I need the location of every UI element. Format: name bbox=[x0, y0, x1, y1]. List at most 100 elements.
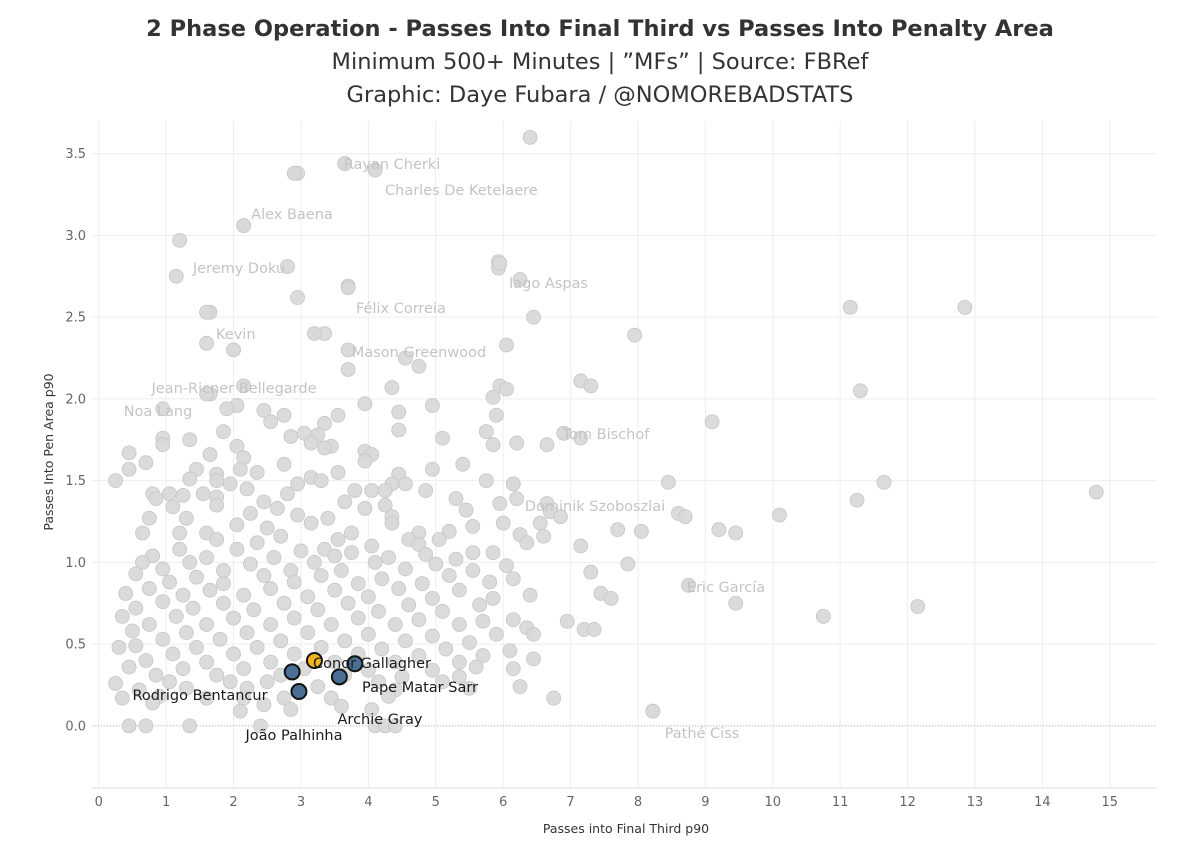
chart-title-line-2: Minimum 500+ Minutes | ”MFs” | Source: F… bbox=[331, 49, 869, 75]
data-point bbox=[431, 532, 447, 547]
data-point bbox=[502, 643, 518, 659]
data-point bbox=[435, 604, 450, 619]
data-point bbox=[323, 617, 339, 632]
data-point bbox=[391, 581, 407, 596]
data-point bbox=[772, 507, 787, 523]
data-point bbox=[333, 698, 349, 714]
data-point bbox=[303, 515, 319, 531]
data-point bbox=[512, 679, 528, 695]
data-point bbox=[148, 491, 164, 507]
data-point bbox=[219, 401, 235, 417]
data-point bbox=[327, 582, 343, 598]
data-point bbox=[243, 556, 258, 572]
data-point bbox=[364, 702, 380, 717]
data-point bbox=[485, 545, 501, 560]
data-point bbox=[424, 590, 440, 606]
data-point bbox=[424, 398, 440, 413]
data-point bbox=[293, 543, 309, 559]
data-point bbox=[660, 474, 676, 490]
data-point bbox=[118, 586, 134, 601]
data-point bbox=[114, 608, 130, 624]
data-point bbox=[340, 342, 356, 358]
data-point bbox=[199, 617, 214, 632]
data-point bbox=[185, 600, 201, 616]
labeled-data-point bbox=[199, 304, 214, 320]
data-point bbox=[168, 608, 184, 624]
labeled-data-point bbox=[367, 162, 383, 178]
data-point bbox=[317, 440, 332, 456]
data-point bbox=[475, 648, 491, 663]
x-tick-label: 2 bbox=[229, 795, 237, 810]
labeled-data-point bbox=[645, 703, 661, 719]
data-point bbox=[330, 532, 346, 547]
background-point-label: Charles De Ketelaere bbox=[385, 183, 538, 199]
data-point bbox=[957, 299, 973, 315]
data-point bbox=[216, 595, 231, 611]
data-point bbox=[377, 497, 393, 513]
data-point bbox=[381, 689, 396, 704]
data-point bbox=[398, 633, 413, 649]
labeled-data-point bbox=[681, 577, 696, 593]
data-point bbox=[438, 641, 454, 657]
background-point-label: Tom Bischof bbox=[562, 427, 651, 443]
data-point bbox=[165, 499, 181, 515]
data-point bbox=[155, 594, 171, 610]
data-point bbox=[424, 461, 440, 477]
data-point bbox=[532, 515, 548, 531]
labeled-data-point bbox=[340, 280, 356, 296]
chart-title-line-3: Graphic: Daye Fubara / @NOMOREBADSTATS bbox=[346, 82, 854, 108]
data-point bbox=[374, 641, 390, 657]
data-point bbox=[842, 299, 858, 315]
data-point bbox=[128, 638, 144, 654]
data-point bbox=[512, 272, 528, 287]
data-point bbox=[121, 718, 137, 734]
data-point bbox=[546, 690, 562, 706]
data-point bbox=[468, 659, 484, 675]
data-point bbox=[111, 640, 127, 655]
highlight-labels: Conor Gallagher Pape Matar Sarr Rodrigo Be… bbox=[132, 656, 478, 744]
data-point bbox=[411, 612, 427, 628]
data-point bbox=[539, 437, 555, 453]
data-point bbox=[344, 545, 359, 560]
data-point bbox=[168, 268, 184, 284]
data-point bbox=[387, 654, 403, 670]
data-point bbox=[704, 414, 720, 430]
data-point bbox=[499, 558, 514, 574]
x-tick-label: 15 bbox=[1102, 795, 1119, 810]
data-point bbox=[586, 622, 602, 637]
y-axis-ticks: 0.0 0.5 1.0 1.5 2.0 2.5 3.0 3.5 bbox=[65, 147, 86, 734]
data-point bbox=[290, 507, 305, 523]
data-point bbox=[266, 550, 282, 565]
data-point bbox=[229, 517, 245, 533]
data-point bbox=[182, 432, 198, 448]
data-point bbox=[175, 487, 191, 503]
data-point bbox=[108, 473, 123, 489]
data-point bbox=[249, 640, 265, 655]
data-point bbox=[472, 597, 487, 613]
data-point bbox=[269, 501, 285, 516]
data-point bbox=[526, 651, 541, 667]
x-tick-label: 4 bbox=[364, 795, 372, 810]
data-point bbox=[499, 337, 514, 353]
data-point bbox=[465, 519, 481, 534]
y-tick-label: 0.5 bbox=[65, 638, 86, 653]
data-point bbox=[910, 599, 926, 614]
data-point bbox=[172, 232, 188, 248]
y-tick-label: 3.5 bbox=[65, 147, 86, 162]
data-point bbox=[320, 510, 336, 526]
data-point bbox=[448, 491, 464, 507]
data-point bbox=[178, 680, 194, 696]
data-point bbox=[367, 554, 383, 570]
data-point bbox=[633, 523, 649, 539]
data-point bbox=[273, 633, 289, 649]
data-point bbox=[243, 505, 258, 521]
data-point bbox=[573, 538, 589, 554]
data-point bbox=[458, 502, 474, 518]
data-point bbox=[728, 525, 744, 541]
data-point bbox=[310, 602, 326, 618]
data-point bbox=[347, 483, 363, 498]
data-point bbox=[398, 350, 413, 366]
background-point-label: Iago Aspas bbox=[509, 276, 588, 292]
data-point bbox=[162, 486, 177, 502]
